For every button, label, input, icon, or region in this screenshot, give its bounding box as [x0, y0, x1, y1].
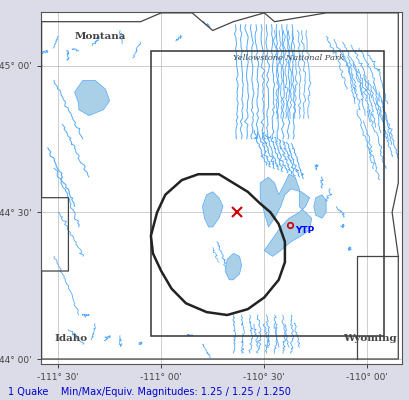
Polygon shape [74, 80, 109, 116]
Polygon shape [260, 174, 311, 256]
Text: Yellowstone National Park: Yellowstone National Park [233, 54, 344, 62]
Polygon shape [225, 254, 241, 280]
Text: 1 Quake    Min/Max/Equiv. Magnitudes: 1.25 / 1.25 / 1.250: 1 Quake Min/Max/Equiv. Magnitudes: 1.25 … [8, 387, 290, 397]
Bar [151, 51, 383, 336]
Polygon shape [202, 192, 222, 227]
Text: Wyoming: Wyoming [342, 334, 395, 344]
Text: YTP: YTP [294, 226, 314, 235]
Text: Idaho: Idaho [54, 334, 87, 344]
Text: Montana: Montana [74, 32, 126, 41]
Polygon shape [313, 195, 325, 218]
